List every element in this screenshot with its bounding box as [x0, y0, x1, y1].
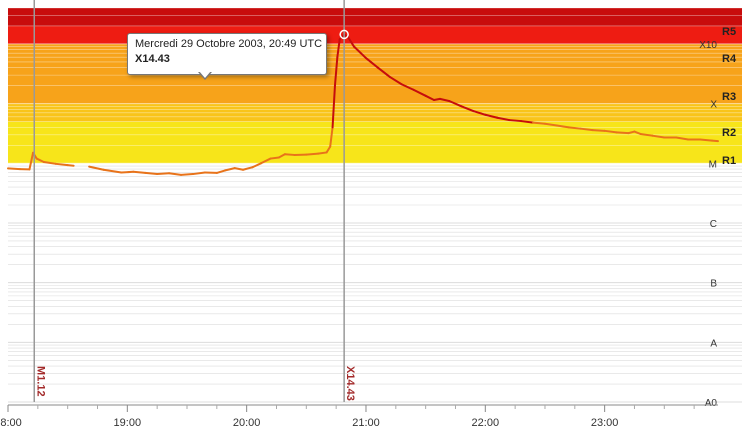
tooltip-value: X14.43 [135, 53, 170, 65]
flux-segment [28, 151, 35, 171]
flux-segment [508, 119, 523, 123]
tooltip-date: Mercredi 29 Octobre 2003, 20:49 UTC [135, 38, 323, 50]
flux-segment [283, 153, 296, 156]
x-tick-label: 18:00 [0, 417, 22, 429]
flux-segment [639, 132, 654, 137]
band-r4 [8, 25, 742, 44]
x-tick-label: 20:00 [233, 417, 261, 429]
flux-segment [353, 45, 367, 60]
flux-segment [269, 156, 280, 160]
x-axis: 18:00 19:00 20:00 21:00 22:00 23:00 [0, 404, 718, 429]
marker-label: M1.12 [34, 366, 46, 397]
flux-segment [412, 88, 427, 97]
flux-segment [42, 161, 57, 165]
flare-tooltip: Mercredi 29 Octobre 2003, 20:49 UTC X14.… [127, 33, 327, 75]
flux-segment [233, 167, 245, 171]
flux-segment [180, 173, 194, 176]
class-label-m: M [709, 159, 717, 170]
flare-markers[interactable]: M1.12 X14.43 [33, 0, 356, 402]
flux-segment [424, 94, 435, 101]
r-label-r5: R5 [722, 26, 736, 38]
flare-class-labels: A0 A B C M X X10 [699, 40, 717, 409]
class-label-x10: X10 [699, 40, 717, 51]
flux-segment [615, 131, 630, 135]
flux-segment [242, 166, 254, 171]
flux-segment [448, 100, 463, 108]
flux-segment [438, 97, 451, 103]
flux-segment [88, 165, 105, 171]
flux-segment [627, 130, 636, 135]
flux-segment [555, 124, 570, 129]
flux-segment [699, 138, 714, 142]
r-label-r3: R3 [722, 91, 736, 103]
flux-segment [376, 66, 391, 78]
flux-segment [168, 172, 183, 176]
flux-segment [251, 162, 262, 169]
flux-segment [224, 167, 236, 172]
r-label-r2: R2 [722, 127, 736, 139]
flux-segment [144, 171, 159, 176]
class-label-x: X [710, 100, 717, 111]
class-label-b: B [710, 279, 717, 290]
x-tick-label: 22:00 [472, 417, 500, 429]
flux-segment [277, 153, 286, 159]
flux-segment [35, 157, 45, 164]
flux-segment [215, 169, 227, 174]
flux-segment [120, 170, 135, 174]
flux-segment [317, 151, 328, 155]
flux-segment [472, 110, 487, 116]
flux-segment [675, 136, 690, 141]
class-label-a: A [710, 338, 717, 349]
x-tick-label: 21:00 [352, 417, 380, 429]
r-label-r4: R4 [722, 53, 737, 65]
flux-segment [484, 113, 499, 119]
flux-segment [156, 172, 171, 176]
flux-segment [633, 130, 642, 135]
flux-segment [259, 157, 272, 165]
flux-segment [132, 170, 147, 174]
flux-segment [336, 38, 341, 59]
flux-segment [66, 164, 75, 167]
x-tick-label: 19:00 [114, 417, 142, 429]
flux-segment [651, 134, 666, 139]
flux-segment [532, 121, 546, 125]
class-label-c: C [710, 219, 717, 230]
r-label-r1: R1 [722, 155, 736, 167]
flux-segment [329, 126, 334, 148]
flux-segment [400, 83, 415, 91]
flux-segment [331, 84, 336, 129]
flux-segment [305, 152, 320, 156]
flux-segment [388, 75, 403, 86]
flux-segment [543, 122, 558, 127]
flux-segment [591, 129, 606, 132]
tooltip-point[interactable] [339, 29, 349, 40]
flux-segment [433, 97, 441, 101]
flux-segment [325, 145, 332, 154]
flux-segment [191, 171, 206, 176]
flux-segment [520, 120, 535, 124]
flux-series [7, 33, 719, 176]
tooltip-pointer-fill [199, 71, 211, 78]
flux-segment [333, 56, 339, 87]
class-label-a0: A0 [705, 398, 718, 409]
flux-segment [364, 57, 379, 69]
x-tick-label: 23:00 [591, 417, 619, 429]
flux-segment [460, 105, 475, 113]
flux-segment [711, 139, 719, 143]
band-r5 [8, 8, 742, 26]
flux-segment [579, 127, 594, 132]
flux-segment [567, 126, 582, 130]
flux-segment [54, 162, 69, 167]
marker-label: X14.43 [344, 366, 356, 401]
flux-segment [347, 36, 356, 48]
flux-segment [603, 129, 618, 134]
flux-segment [7, 167, 21, 171]
flux-segment [102, 168, 123, 174]
band-r1 [8, 121, 742, 164]
radio-blackout-labels: R1 R2 R3 R4 R5 [722, 26, 737, 167]
flux-segment [496, 116, 511, 122]
